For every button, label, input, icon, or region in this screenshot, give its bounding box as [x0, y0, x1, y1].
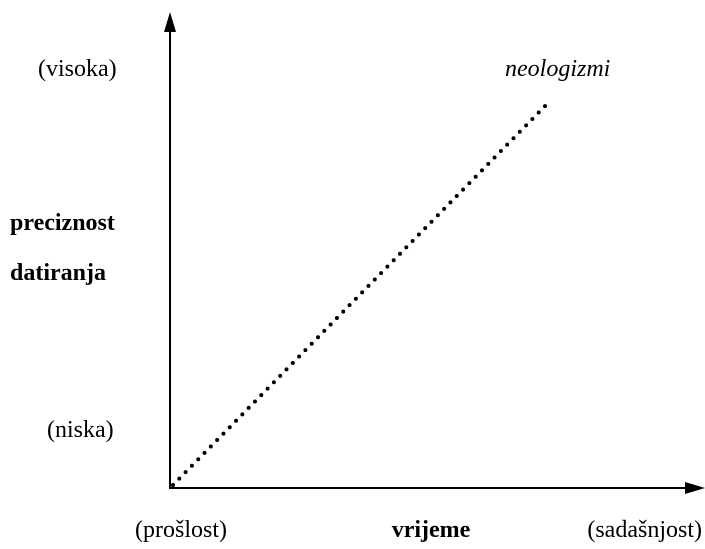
trend-line: [171, 98, 553, 487]
x-start-label: (prošlost): [135, 517, 227, 543]
y-low-label: (niska): [47, 417, 114, 443]
y-axis-label: preciznost: [10, 210, 115, 236]
y-axis-label: datiranja: [10, 260, 106, 286]
x-axis-label: vrijeme: [392, 517, 471, 543]
y-high-label: (visoka): [38, 56, 117, 82]
x-end-label: (sadašnjost): [587, 517, 702, 543]
x-axis-arrow: [685, 482, 705, 494]
line-label: neologizmi: [505, 56, 610, 82]
y-axis-arrow: [164, 12, 176, 32]
